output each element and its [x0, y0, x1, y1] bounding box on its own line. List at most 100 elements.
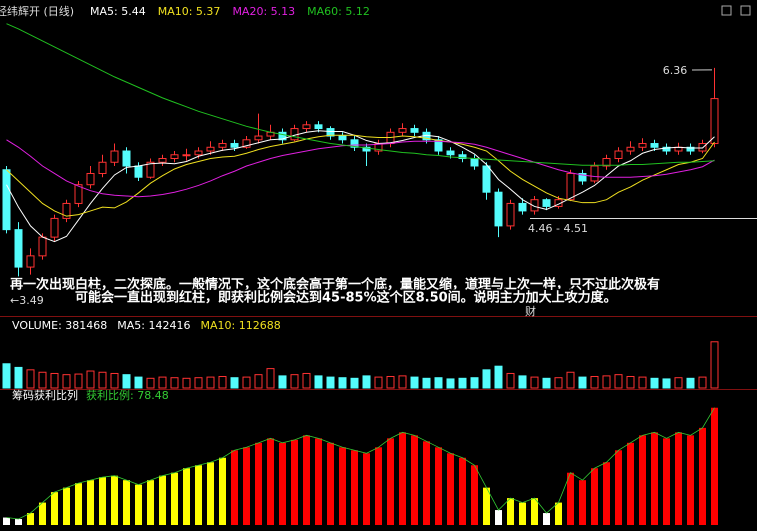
volume-bar	[194, 377, 203, 389]
volume-bar	[122, 374, 131, 389]
ma-line	[6, 130, 715, 243]
volume-bar	[578, 376, 587, 389]
profit-bar	[327, 442, 334, 525]
annotation: 财	[525, 304, 536, 318]
volume-bar	[686, 377, 695, 389]
volume-bar	[386, 375, 395, 389]
volume-bar	[86, 370, 95, 389]
volume-bar	[338, 377, 347, 389]
candle-body	[2, 169, 11, 231]
profit-bar	[375, 447, 382, 525]
profit-bar	[183, 468, 190, 525]
profit-bar	[291, 439, 298, 525]
candle-body	[458, 154, 467, 160]
volume-bar	[74, 373, 83, 389]
volume-bar	[458, 377, 467, 389]
chart-title: 经纬辉开 (日线)	[0, 4, 74, 18]
candle-body	[230, 143, 239, 148]
profit-bar	[651, 432, 658, 525]
candle-body	[626, 146, 635, 152]
ma-line	[6, 139, 715, 198]
annotation: 可能会一直出现到红柱，即获利比例会达到45-85%这个区8.50间。说明主力加大…	[75, 290, 617, 306]
profit-bar	[639, 435, 646, 525]
candle-body	[38, 236, 47, 257]
candle-body	[254, 135, 263, 141]
volume-bar	[218, 375, 227, 389]
candle-body	[590, 165, 599, 182]
profit-bar	[195, 465, 202, 525]
annotation: 4.46 - 4.51	[528, 222, 588, 235]
volume-bar	[254, 374, 263, 389]
profit-bar	[687, 435, 694, 525]
volume-bar	[518, 375, 527, 389]
legend-entry: MA10: 112688	[200, 319, 280, 332]
profit-bar	[171, 472, 178, 525]
candle-body	[614, 150, 623, 160]
candle-body	[158, 158, 167, 163]
profit-bar	[279, 442, 286, 525]
legend-entry: MA60: 5.12	[307, 5, 370, 18]
volume-bar	[170, 377, 179, 389]
volume-bar	[110, 372, 119, 389]
annotation: ←3.49	[10, 294, 44, 307]
candle-body	[650, 143, 659, 148]
candle-body	[434, 139, 443, 152]
candle-body	[710, 98, 719, 145]
profit-bar	[567, 472, 574, 525]
volume-bar	[482, 369, 491, 389]
volume-bar	[350, 377, 359, 389]
profit-bar	[51, 492, 58, 525]
candle-body	[14, 229, 23, 268]
volume-bar	[362, 375, 371, 389]
profit-bar	[3, 517, 10, 525]
volume-bar	[626, 375, 635, 389]
window-icon[interactable]	[721, 5, 732, 16]
candle-body	[638, 143, 647, 148]
profit-bar	[27, 513, 34, 525]
candle-body	[542, 199, 551, 207]
volume-bar	[146, 377, 155, 389]
profit-bar	[615, 450, 622, 525]
candle-body	[602, 158, 611, 167]
volume-bar	[98, 371, 107, 389]
profit-bar	[219, 457, 226, 525]
candle-body	[62, 202, 71, 219]
volume-bar	[242, 376, 251, 389]
profit-bar	[15, 519, 22, 525]
profit-bar	[591, 468, 598, 525]
volume-bar	[134, 376, 143, 389]
candle-body	[218, 143, 227, 148]
volume-bar	[530, 376, 539, 389]
candle-body	[110, 150, 119, 163]
profit-bar	[423, 441, 430, 525]
profit-bar	[663, 438, 670, 525]
volume-bar	[434, 377, 443, 389]
candle-body	[122, 150, 131, 167]
profit-bar	[159, 475, 166, 525]
profit-bar	[315, 438, 322, 525]
profit-bar	[447, 453, 454, 525]
window-icon[interactable]	[740, 5, 751, 16]
profit-bar	[459, 457, 466, 525]
candle-body	[410, 128, 419, 133]
profit-bar	[135, 484, 142, 525]
volume-bar	[50, 372, 59, 389]
profit-bar	[711, 407, 718, 525]
profit-bar	[87, 480, 94, 525]
volume-bar	[710, 341, 719, 389]
legend-entry: 获利比例: 78.48	[86, 388, 169, 402]
profit-bar	[39, 502, 46, 525]
volume-bar	[494, 365, 503, 389]
candle-body	[98, 161, 107, 174]
candle-body	[182, 154, 191, 157]
panel-title: 筹码获利比列	[12, 388, 78, 402]
candle-body	[350, 139, 359, 148]
volume-bar	[182, 377, 191, 389]
candle-body	[278, 131, 287, 141]
candle-body	[26, 255, 35, 268]
profit-bar	[207, 462, 214, 525]
volume-bar	[290, 374, 299, 389]
candle-body	[686, 146, 695, 152]
candle-body	[662, 146, 671, 152]
